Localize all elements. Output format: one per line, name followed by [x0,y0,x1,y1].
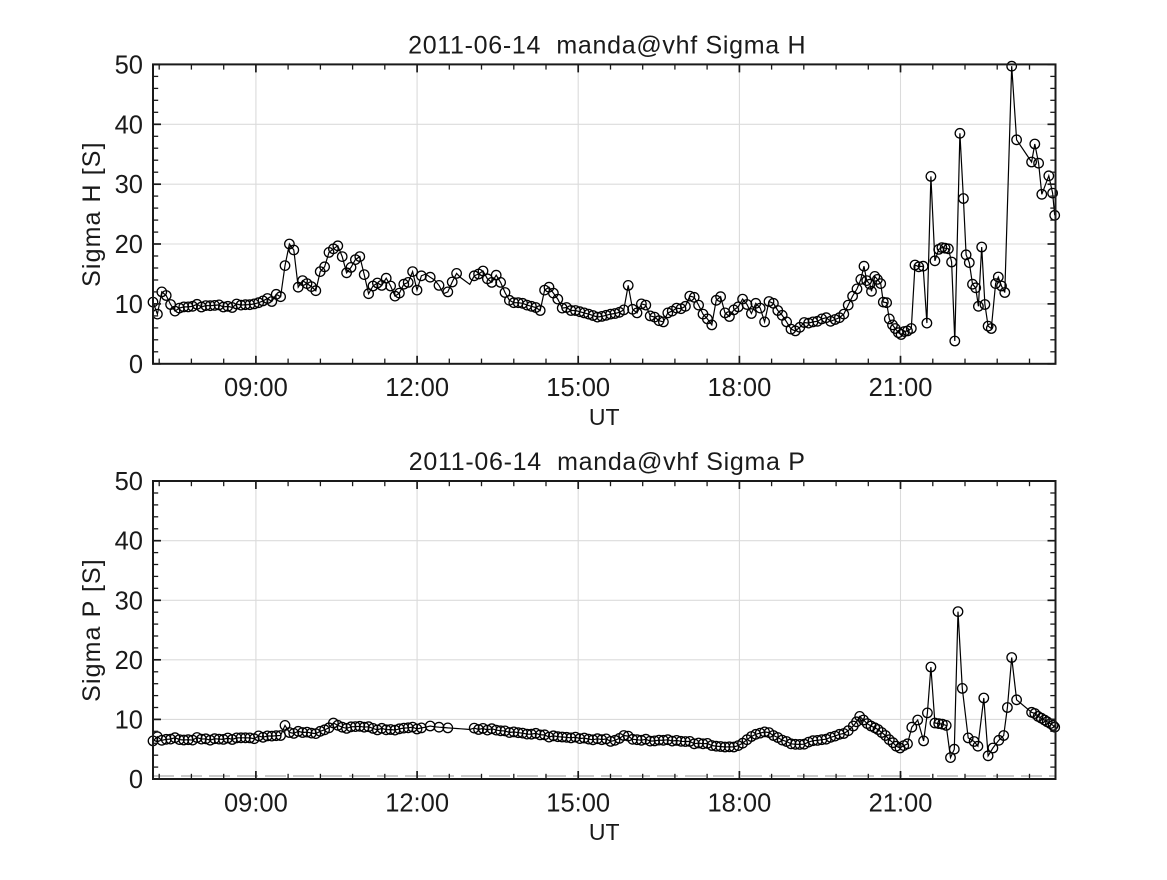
svg-text:18:00: 18:00 [707,374,771,402]
svg-text:18:00: 18:00 [707,789,771,817]
svg-text:15:00: 15:00 [546,789,610,817]
svg-text:0: 0 [129,766,143,794]
svg-text:10: 10 [115,291,143,319]
svg-text:UT: UT [589,404,620,430]
svg-text:21:00: 21:00 [869,789,933,817]
svg-text:09:00: 09:00 [224,789,288,817]
svg-text:Sigma P [S]: Sigma P [S] [78,558,106,702]
svg-text:Sigma H [S]: Sigma H [S] [78,141,106,286]
svg-text:50: 50 [115,51,143,79]
svg-text:40: 40 [115,111,143,139]
svg-text:2011-06-14 manda@vhf Sigma H: 2011-06-14 manda@vhf Sigma H [408,32,806,60]
svg-text:50: 50 [115,468,143,496]
svg-text:0: 0 [129,351,143,379]
svg-text:40: 40 [115,528,143,556]
svg-text:2011-06-14 manda@vhf Sigma P: 2011-06-14 manda@vhf Sigma P [409,448,806,476]
svg-text:12:00: 12:00 [385,374,449,402]
svg-text:30: 30 [115,171,143,199]
svg-text:UT: UT [589,819,620,845]
svg-text:30: 30 [115,587,143,615]
svg-text:12:00: 12:00 [385,789,449,817]
svg-text:21:00: 21:00 [869,374,933,402]
svg-text:20: 20 [115,647,143,675]
svg-text:10: 10 [115,706,143,734]
svg-text:09:00: 09:00 [224,374,288,402]
svg-text:15:00: 15:00 [546,374,610,402]
svg-text:20: 20 [115,231,143,259]
